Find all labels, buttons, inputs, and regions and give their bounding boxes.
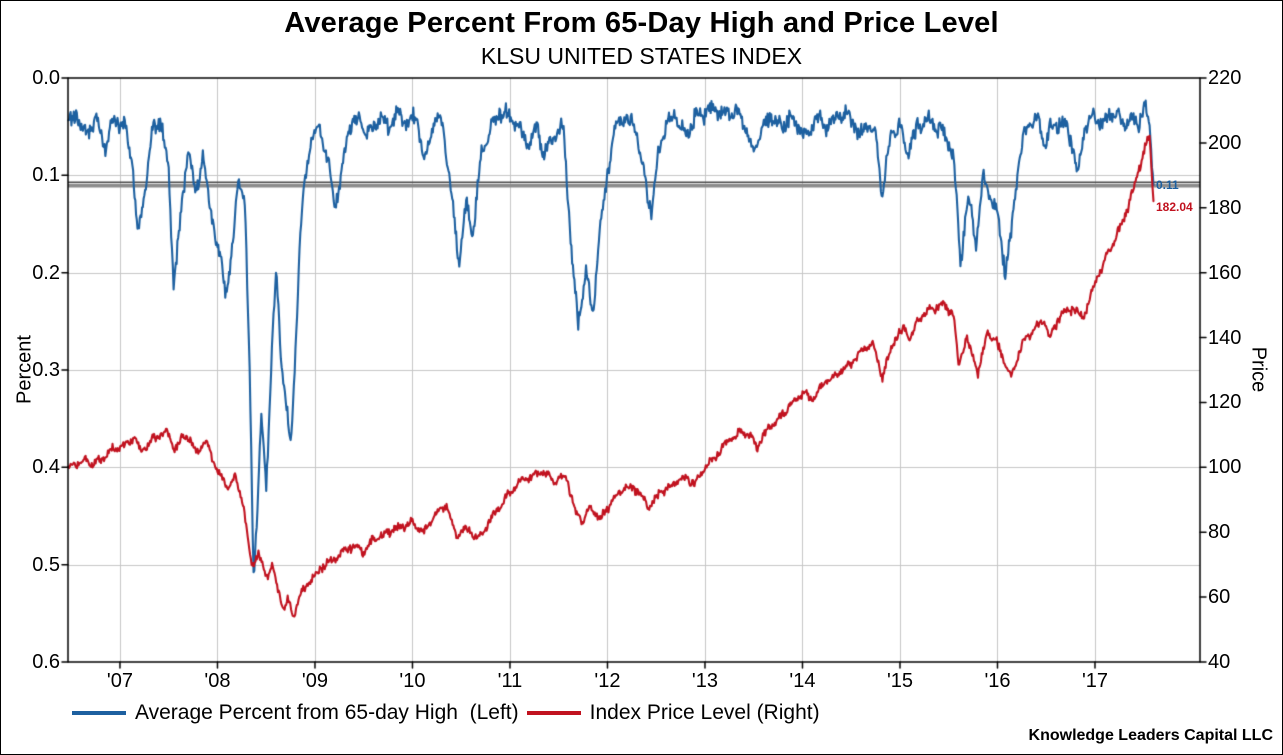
chart-title: Average Percent From 65-Day High and Pri… xyxy=(284,7,999,39)
x-axis-tick-label: '08 xyxy=(204,670,231,692)
x-axis-tick-label: '14 xyxy=(789,670,816,692)
avg-percent-last-value-label: 0.11 xyxy=(1156,178,1179,193)
y-axis-left-tick-label: 0.3 xyxy=(32,359,60,381)
x-axis-tick-label: '07 xyxy=(106,670,133,692)
y-axis-right-tick-label: 100 xyxy=(1208,456,1242,479)
y-axis-right-tick-label: 180 xyxy=(1208,196,1242,219)
legend-label-avg-percent: Average Percent from 65-day High (Left) xyxy=(135,701,519,724)
legend-swatch-avg-percent xyxy=(72,711,126,715)
credit-text: Knowledge Leaders Capital LLC xyxy=(1028,727,1273,744)
price-level-last-value-label: 182.04 xyxy=(1156,200,1193,215)
x-axis-tick-label: '10 xyxy=(399,670,426,692)
x-axis-tick-label: '13 xyxy=(691,670,718,692)
legend-label-price-level: Index Price Level (Right) xyxy=(589,701,820,724)
x-axis-tick-label: '12 xyxy=(594,670,621,692)
y-axis-right-tick-label: 160 xyxy=(1208,261,1242,284)
x-axis-tick-label: '09 xyxy=(301,670,328,692)
x-axis-tick-label: '16 xyxy=(984,670,1011,692)
y-axis-left-tick-label: 0.1 xyxy=(32,164,60,187)
y-axis-right-tick-label: 80 xyxy=(1208,521,1231,544)
y-axis-right-tick-label: 140 xyxy=(1208,326,1242,349)
y-axis-left-tick-label: 0.4 xyxy=(32,456,60,479)
y-axis-left-tick-label: 0.5 xyxy=(32,553,60,576)
y-axis-right-tick-label: 120 xyxy=(1208,391,1242,414)
y-axis-left-tick-label: 0.2 xyxy=(32,261,60,284)
x-axis-tick-label: '15 xyxy=(886,670,914,692)
x-axis-tick-label: '11 xyxy=(497,670,523,692)
y-axis-right-tick-label: 220 xyxy=(1208,67,1242,89)
y-axis-left-tick-label: 0.6 xyxy=(32,651,60,673)
legend-swatch-price-level xyxy=(526,711,581,715)
chart-subtitle: KLSU UNITED STATES INDEX xyxy=(480,43,803,69)
legend: Average Percent from 65-day High (Left) … xyxy=(72,698,828,728)
y-axis-left-tick-label: 0.0 xyxy=(32,67,60,89)
y-axis-right-tick-label: 60 xyxy=(1208,586,1231,609)
x-axis-tick-label: '17 xyxy=(1081,670,1109,692)
y-axis-right-tick-label: 200 xyxy=(1208,131,1242,154)
y-axis-right-tick-label: 40 xyxy=(1208,651,1231,673)
